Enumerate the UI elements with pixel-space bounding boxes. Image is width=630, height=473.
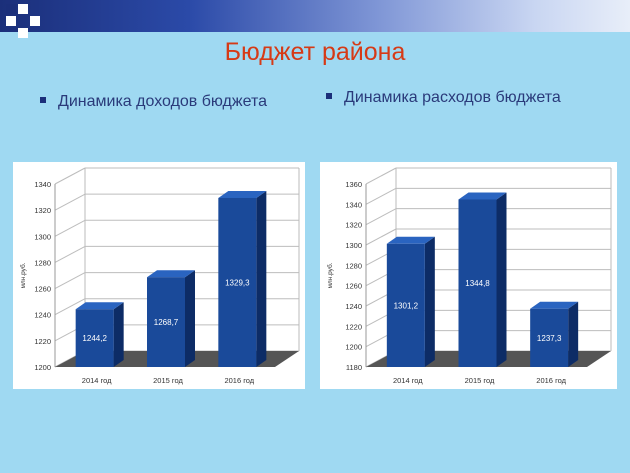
bar [218, 197, 257, 367]
x-tick-label: 2016 год [224, 376, 254, 385]
y-tick-label: 1340 [345, 200, 362, 209]
decor-square [18, 4, 28, 14]
y-tick-label: 1200 [34, 363, 51, 372]
bar-top [218, 190, 267, 198]
bar-top [386, 236, 435, 244]
y-tick-label: 1180 [346, 363, 362, 372]
x-tick-label: 2015 год [153, 376, 183, 385]
gridline-side [54, 245, 86, 263]
gridline-side [365, 167, 397, 185]
y-tick-label: 1300 [34, 232, 51, 241]
bar-value-label: 1301,2 [394, 301, 419, 310]
bar-side [568, 301, 579, 367]
gridline-side [54, 193, 86, 211]
y-tick-label: 1300 [345, 241, 362, 250]
bar-side [256, 190, 267, 367]
chart-panel-income: 1200 1220 1240 1260 1280 1300 1320 1340 млн.руб.… [13, 162, 305, 389]
expense-chart: 1180 1200 1220 1240 1260 1280 1300 1320 1340 1360… [326, 167, 612, 385]
y-tick-label: 1320 [34, 206, 51, 215]
bar-top [458, 192, 507, 200]
x-tick-label: 2014 год [393, 376, 423, 385]
x-tick-label: 2016 год [536, 376, 566, 385]
gridline-side [54, 219, 86, 237]
bar-value-label: 1244,2 [82, 334, 107, 343]
y-tick-label: 1280 [34, 258, 51, 267]
y-tick-label: 1320 [345, 221, 362, 230]
bar-top [147, 270, 195, 278]
bar-top [530, 301, 579, 309]
bullet-square-icon [326, 92, 332, 99]
bar [386, 243, 425, 367]
bar-top [75, 302, 124, 310]
bullet-income-label: Динамика доходов бюджета [58, 93, 268, 110]
y-tick-label: 1240 [34, 311, 51, 320]
bar [458, 199, 497, 367]
bar-side [496, 192, 507, 367]
bar [147, 277, 185, 367]
y-tick-label: 1260 [345, 282, 362, 291]
y-tick-label: 1220 [345, 322, 362, 331]
bar-value-label: 1329,3 [225, 278, 250, 287]
y-axis-label: млн.руб. [326, 262, 334, 288]
y-axis-label: млн.руб. [19, 262, 27, 288]
gridline-side [365, 228, 397, 246]
gridline-side [365, 187, 397, 205]
slide-title: Бюджет района [224, 38, 406, 66]
decor-square [18, 28, 28, 38]
bar-side [185, 270, 195, 367]
y-tick-label: 1360 [345, 180, 362, 189]
chart-panel-expense: 1180 1200 1220 1240 1260 1280 1300 1320 1340 1360… [320, 162, 617, 389]
bar-side [113, 302, 124, 367]
bar [75, 309, 114, 367]
header-band [0, 0, 630, 32]
bar [530, 308, 569, 367]
bar-value-label: 1268,7 [154, 318, 179, 327]
income-chart: 1200 1220 1240 1260 1280 1300 1320 1340 млн.руб.… [19, 167, 300, 385]
y-tick-label: 1220 [34, 337, 51, 346]
bullet-expense-label: Динамика расходов бюджета [344, 89, 561, 106]
decor-square [6, 16, 16, 26]
bar-side [424, 236, 435, 367]
x-tick-label: 2015 год [465, 376, 495, 385]
decor-square [30, 16, 40, 26]
y-tick-label: 1260 [34, 285, 51, 294]
bar-value-label: 1237,3 [537, 334, 562, 343]
y-tick-label: 1340 [34, 180, 51, 189]
y-tick-label: 1200 [345, 343, 362, 352]
y-tick-label: 1240 [345, 302, 362, 311]
y-tick-label: 1280 [345, 261, 362, 270]
gridline-side [54, 272, 86, 290]
x-tick-label: 2014 год [82, 376, 112, 385]
gridline-side [54, 167, 86, 185]
bar-value-label: 1344,8 [465, 279, 490, 288]
gridline-side [365, 208, 397, 226]
bullet-square-icon [40, 96, 46, 103]
bullet-income: Динамика доходов бюджета [40, 93, 267, 111]
gridline-side [54, 298, 86, 316]
bullet-expense: Динамика расходов бюджета [326, 89, 561, 107]
decor-square [6, 4, 16, 14]
